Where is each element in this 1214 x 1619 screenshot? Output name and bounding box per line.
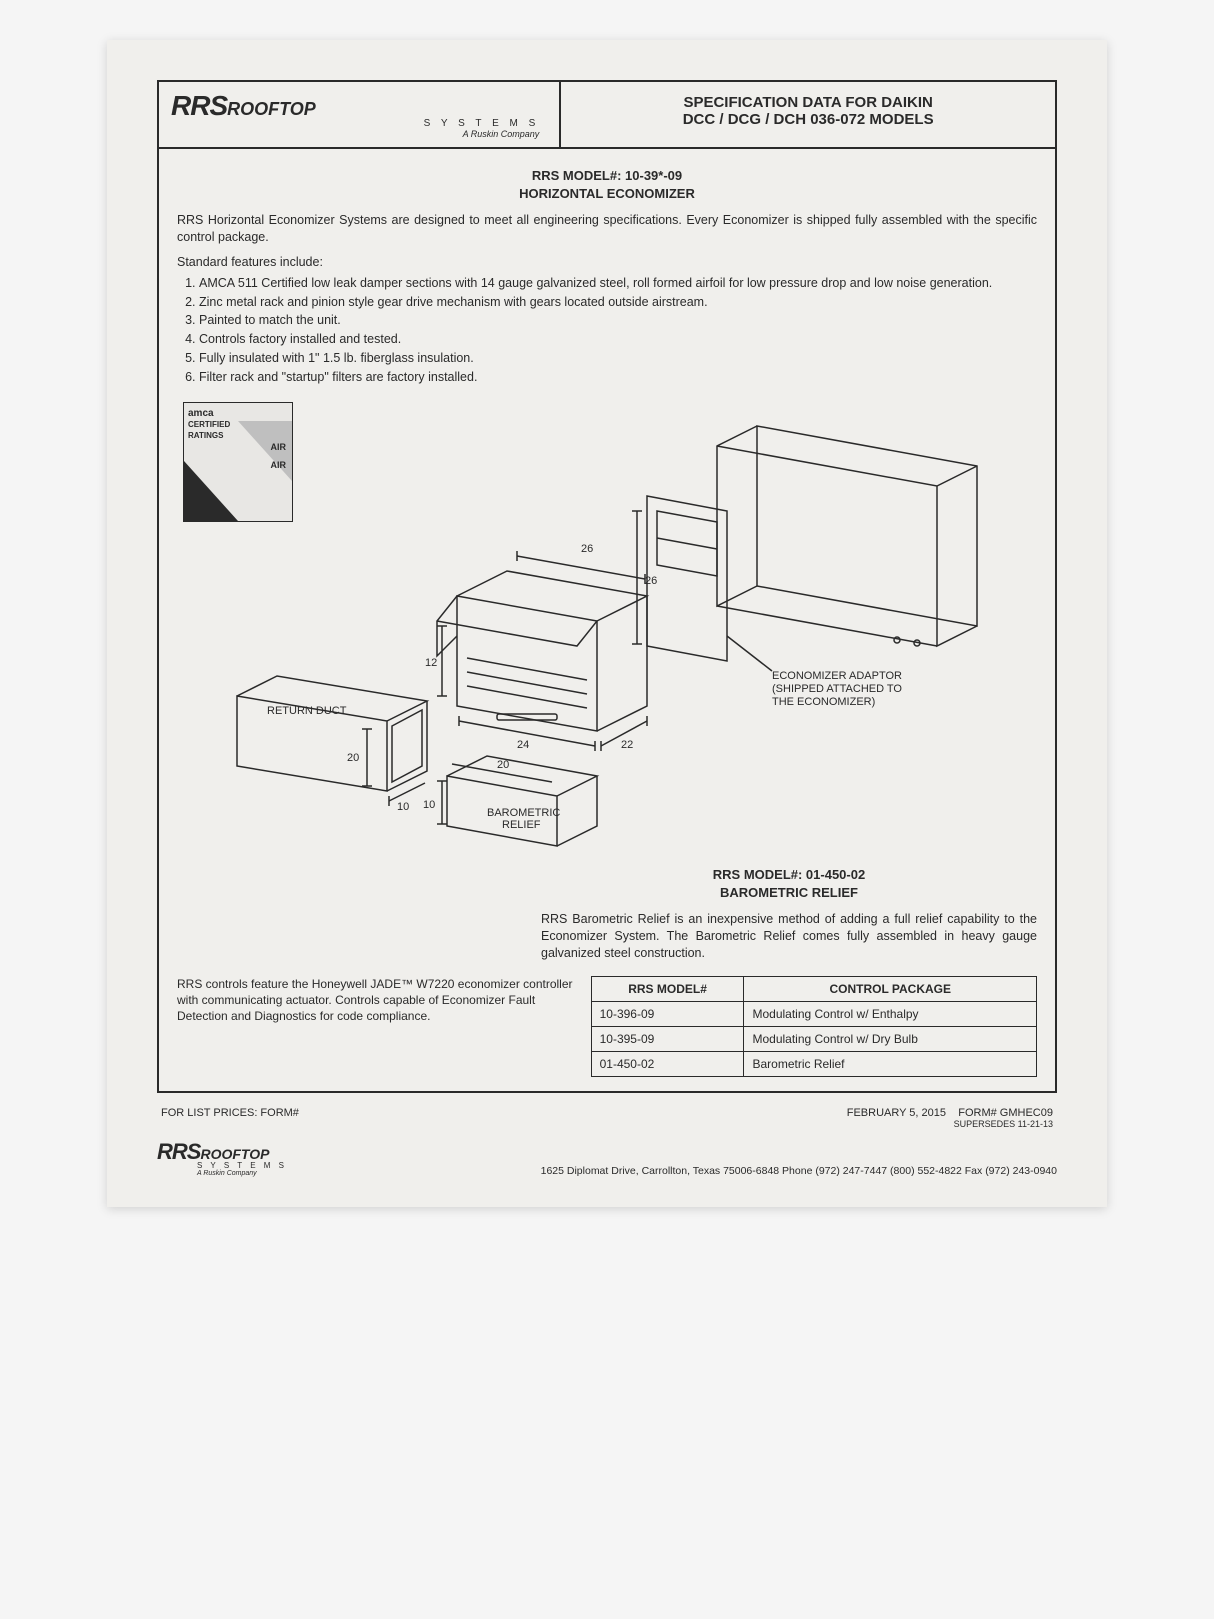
- dim-20b: 20: [497, 759, 509, 771]
- dim-10a: 10: [397, 801, 409, 813]
- header-row: RRSROOFTOP S Y S T E M S A Ruskin Compan…: [159, 82, 1055, 149]
- table-cell: 10-396-09: [591, 1001, 744, 1026]
- logo-cell: RRSROOFTOP S Y S T E M S A Ruskin Compan…: [159, 82, 561, 147]
- footer-form: FORM# GMHEC09: [958, 1107, 1053, 1119]
- footer-address: 1625 Diplomat Drive, Carrollton, Texas 7…: [157, 1165, 1057, 1177]
- dim-10b: 10: [423, 799, 435, 811]
- adaptor-label-3: THE ECONOMIZER): [772, 696, 875, 708]
- amca-badge: amca CERTIFIED RATINGS AIR AIR: [183, 402, 293, 522]
- section1-subtitle: HORIZONTAL ECONOMIZER: [177, 185, 1037, 203]
- control-table: RRS MODEL# CONTROL PACKAGE 10-396-09 Mod…: [591, 976, 1037, 1078]
- dim-20a: 20: [347, 752, 359, 764]
- footer-date: FEBRUARY 5, 2015: [847, 1107, 946, 1119]
- adaptor-label-1: ECONOMIZER ADAPTOR: [772, 670, 902, 682]
- table-container: RRS MODEL# CONTROL PACKAGE 10-396-09 Mod…: [591, 976, 1037, 1078]
- section2-text: RRS Barometric Relief is an inexpensive …: [541, 911, 1037, 962]
- logo-main: RRS: [171, 90, 227, 121]
- amca-line1: CERTIFIED: [188, 420, 288, 431]
- table-cell: Barometric Relief: [744, 1052, 1037, 1077]
- table-row: 10-396-09 Modulating Control w/ Enthalpy: [591, 1001, 1036, 1026]
- table-header: RRS MODEL#: [591, 976, 744, 1001]
- controls-text: RRS controls feature the Honeywell JADE™…: [177, 976, 573, 1078]
- dim-12: 12: [425, 657, 437, 669]
- diagram-svg: 26 26 12 24 22 20 20 10 10 RETURN DUCT B…: [177, 396, 1037, 856]
- section1-heading: RRS MODEL#: 10-39*-09 HORIZONTAL ECONOMI…: [177, 167, 1037, 202]
- table-cell: Modulating Control w/ Dry Bulb: [744, 1027, 1037, 1052]
- intro-paragraph: RRS Horizontal Economizer Systems are de…: [177, 212, 1037, 246]
- diagram-area: amca CERTIFIED RATINGS AIR AIR: [177, 396, 1037, 856]
- feature-item: Zinc metal rack and pinion style gear dr…: [199, 294, 1037, 311]
- dim-22: 22: [621, 739, 633, 751]
- dim-26a: 26: [581, 543, 593, 555]
- table-row: 01-450-02 Barometric Relief: [591, 1052, 1036, 1077]
- dim-24: 24: [517, 739, 529, 751]
- features-label: Standard features include:: [177, 254, 1037, 271]
- features-list: AMCA 511 Certified low leak damper secti…: [177, 275, 1037, 386]
- logo-sub: ROOFTOP: [227, 99, 316, 119]
- baro-relief-label2: RELIEF: [502, 819, 541, 831]
- feature-item: Filter rack and "startup" filters are fa…: [199, 369, 1037, 386]
- amca-title: amca: [188, 407, 288, 421]
- model-number-2: RRS MODEL#: 01-450-02: [541, 866, 1037, 884]
- section2-subtitle: BAROMETRIC RELIEF: [541, 884, 1037, 902]
- spec-sheet: RRSROOFTOP S Y S T E M S A Ruskin Compan…: [107, 40, 1107, 1207]
- return-duct-label: RETURN DUCT: [267, 705, 347, 717]
- section2-heading: RRS MODEL#: 01-450-02 BAROMETRIC RELIEF: [541, 866, 1037, 901]
- title-line2: DCC / DCG / DCH 036-072 MODELS: [573, 111, 1043, 128]
- footer-supersedes: SUPERSEDES 11-21-13: [847, 1119, 1053, 1129]
- main-frame: RRSROOFTOP S Y S T E M S A Ruskin Compan…: [157, 80, 1057, 1093]
- title-cell: SPECIFICATION DATA FOR DAIKIN DCC / DCG …: [561, 82, 1055, 147]
- table-header-row: RRS MODEL# CONTROL PACKAGE: [591, 976, 1036, 1001]
- footer-row: FOR LIST PRICES: FORM# FEBRUARY 5, 2015 …: [157, 1107, 1057, 1129]
- lower-row: RRS controls feature the Honeywell JADE™…: [177, 976, 1037, 1078]
- footer-block: RRSROOFTOP S Y S T E M S A Ruskin Compan…: [157, 1139, 1057, 1177]
- table-header: CONTROL PACKAGE: [744, 976, 1037, 1001]
- table-cell: Modulating Control w/ Enthalpy: [744, 1001, 1037, 1026]
- logo-ruskin: A Ruskin Company: [171, 129, 547, 139]
- feature-item: Controls factory installed and tested.: [199, 331, 1037, 348]
- table-cell: 01-450-02: [591, 1052, 744, 1077]
- body-content: RRS MODEL#: 10-39*-09 HORIZONTAL ECONOMI…: [159, 149, 1055, 1091]
- feature-item: AMCA 511 Certified low leak damper secti…: [199, 275, 1037, 292]
- feature-item: Fully insulated with 1" 1.5 lb. fibergla…: [199, 350, 1037, 367]
- feature-item: Painted to match the unit.: [199, 312, 1037, 329]
- baro-relief-label: BAROMETRIC: [487, 807, 560, 819]
- adaptor-label-2: (SHIPPED ATTACHED TO: [772, 683, 902, 695]
- table-row: 10-395-09 Modulating Control w/ Dry Bulb: [591, 1027, 1036, 1052]
- model-number-1: RRS MODEL#: 10-39*-09: [177, 167, 1037, 185]
- amca-air2: AIR: [271, 459, 287, 471]
- footer-left: FOR LIST PRICES: FORM#: [161, 1107, 299, 1129]
- amca-air: AIR: [271, 441, 287, 453]
- dim-26b: 26: [645, 575, 657, 587]
- table-cell: 10-395-09: [591, 1027, 744, 1052]
- title-line1: SPECIFICATION DATA FOR DAIKIN: [573, 94, 1043, 111]
